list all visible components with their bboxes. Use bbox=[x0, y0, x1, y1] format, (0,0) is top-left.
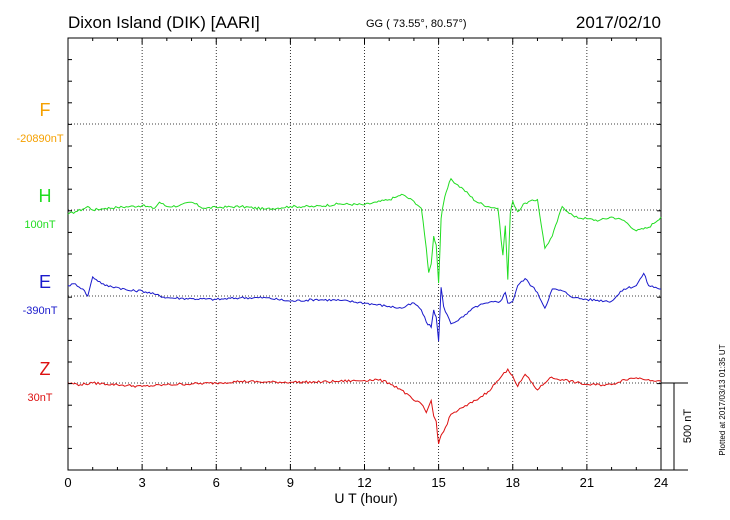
series-h-line bbox=[67, 177, 662, 284]
x-axis-label: U T (hour) bbox=[334, 490, 397, 506]
coordinates: GG ( 73.55°, 80.57°) bbox=[366, 18, 467, 30]
channel-baseline: -390nT bbox=[23, 305, 58, 317]
x-ticks: 0 3 6 9 12 15 18 21 24 bbox=[64, 37, 668, 490]
x-tick-label: 9 bbox=[287, 475, 294, 490]
x-tick-label: 0 bbox=[64, 475, 71, 490]
scale-bar: 500 nT bbox=[661, 382, 694, 471]
channel-labels: F -20890nT H 100nT E -390nT Z 30nT bbox=[16, 100, 63, 404]
channel-letter: E bbox=[39, 272, 51, 292]
x-tick-label: 15 bbox=[431, 475, 445, 490]
channel-letter: F bbox=[40, 100, 51, 120]
channel-letter: H bbox=[39, 186, 52, 206]
grid-lines bbox=[68, 38, 661, 470]
series-e-line bbox=[67, 272, 661, 342]
channel-baseline: 100nT bbox=[24, 219, 55, 231]
station-title: Dixon Island (DIK) [AARI] bbox=[68, 13, 260, 32]
x-tick-label: 6 bbox=[213, 475, 220, 490]
scale-label: 500 nT bbox=[682, 409, 694, 444]
plotted-note: Plotted at 2017/03/13 01:35 UT bbox=[718, 344, 727, 455]
series-group bbox=[67, 177, 662, 445]
x-tick-label: 24 bbox=[654, 475, 668, 490]
series-z-line bbox=[67, 368, 662, 445]
x-tick-label: 21 bbox=[580, 475, 594, 490]
channel-letter: Z bbox=[40, 359, 51, 379]
date: 2017/02/10 bbox=[576, 13, 661, 32]
x-tick-label: 3 bbox=[139, 475, 146, 490]
channel-baseline: 30nT bbox=[27, 392, 52, 404]
channel-baseline: -20890nT bbox=[16, 133, 63, 145]
x-tick-label: 18 bbox=[506, 475, 520, 490]
x-tick-label: 12 bbox=[357, 475, 371, 490]
